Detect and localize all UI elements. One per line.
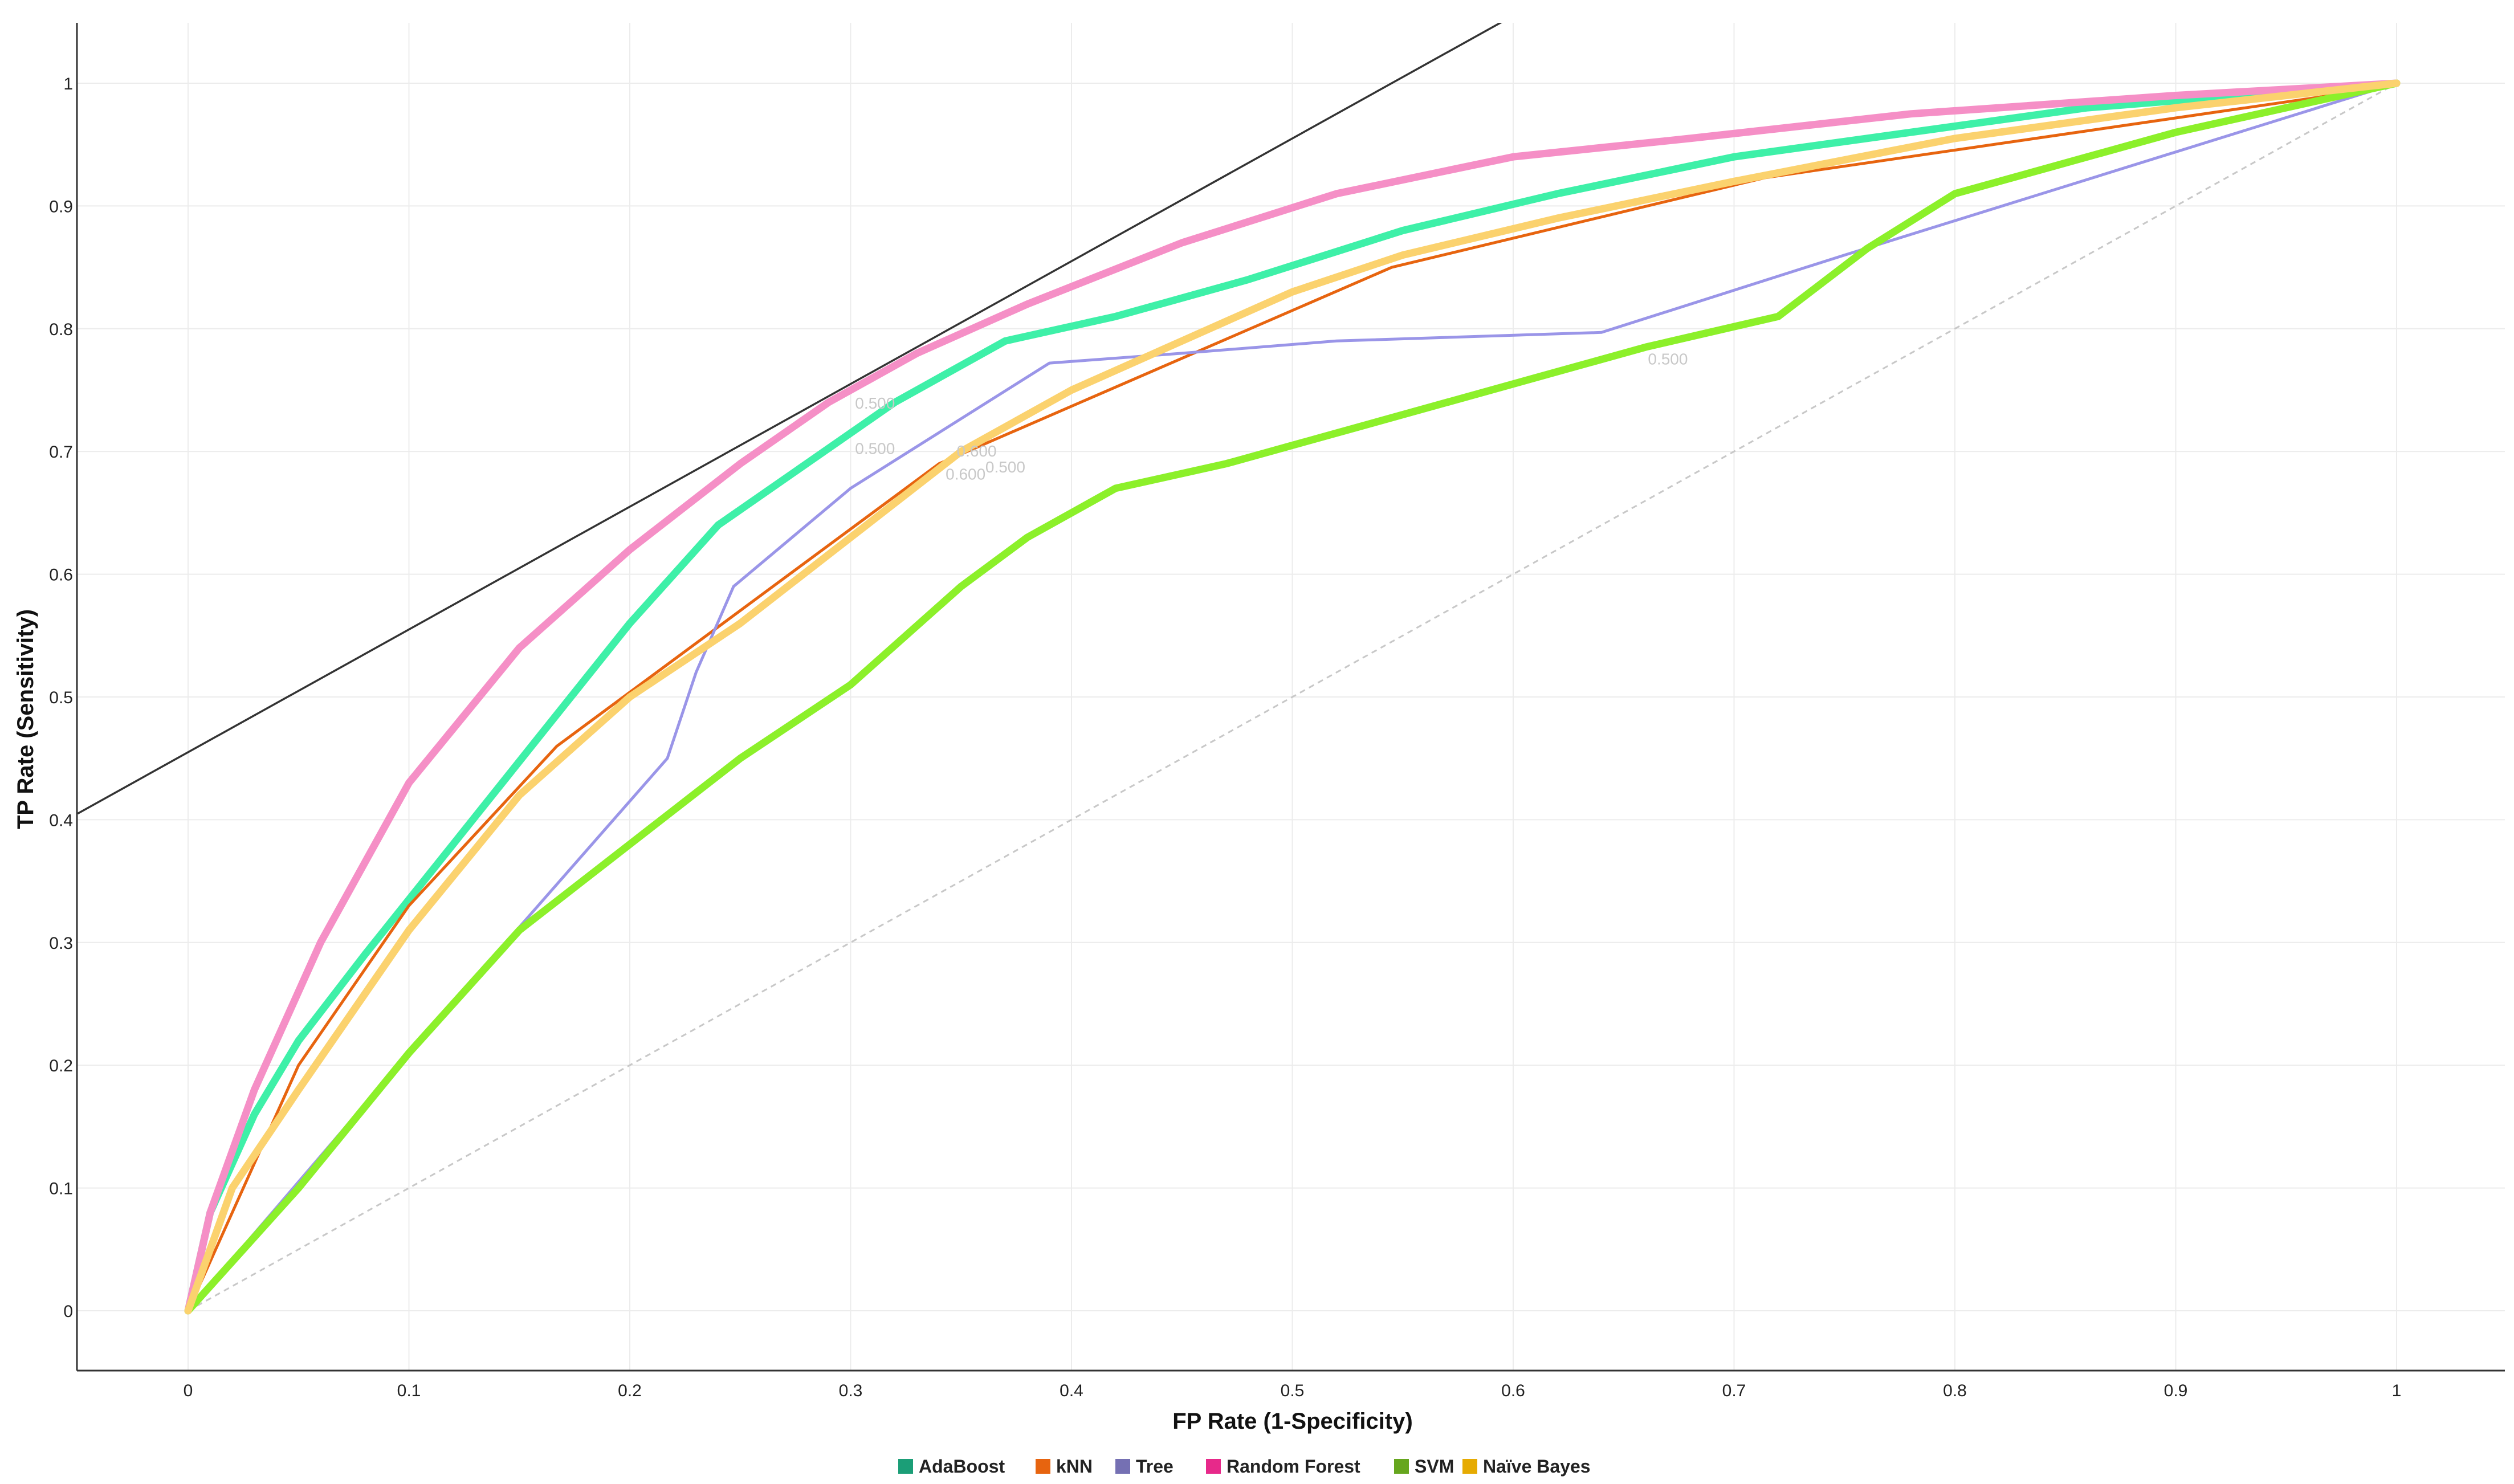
roc-curve-na-ve-bayes — [184, 79, 2401, 1315]
legend-swatch-knn — [1036, 1459, 1050, 1474]
x-tick-label-5: 0.5 — [1281, 1381, 1305, 1400]
legend-swatch-random-forest — [1206, 1459, 1221, 1474]
y-tick-label-4: 0.4 — [49, 811, 73, 830]
legend-label-random-forest: Random Forest — [1227, 1456, 1360, 1477]
x-tick-label-10: 1 — [2392, 1381, 2402, 1400]
y-axis-title: TP Rate (Sensitivity) — [13, 609, 38, 829]
roc-curve-adaboost — [184, 79, 2401, 1315]
threshold-label-0: 0.500 — [855, 394, 895, 412]
x-tick-label-8: 0.8 — [1943, 1381, 1967, 1400]
y-tick-label-0: 0 — [63, 1302, 73, 1321]
threshold-label-4: 0.500 — [985, 458, 1025, 476]
legend-swatch-na-ve-bayes — [1462, 1459, 1477, 1474]
x-tick-label-1: 0.1 — [397, 1381, 421, 1400]
iso-performance-line — [77, 23, 1503, 815]
x-tick-label-0: 0 — [184, 1381, 193, 1400]
x-tick-label-7: 0.7 — [1722, 1381, 1746, 1400]
legend-label-svm: SVM — [1415, 1456, 1454, 1477]
x-tick-label-9: 0.9 — [2164, 1381, 2188, 1400]
legend-swatch-tree — [1115, 1459, 1130, 1474]
diagonal-line — [188, 82, 2397, 1312]
legend-swatch-svm — [1394, 1459, 1409, 1474]
x-tick-label-2: 0.2 — [618, 1381, 642, 1400]
roc-curve-tree — [186, 81, 2398, 1312]
threshold-label-3: 0.600 — [946, 466, 985, 483]
y-tick-label-1: 0.1 — [49, 1180, 73, 1198]
threshold-label-2: 0.600 — [957, 442, 997, 460]
roc-curve-random-forest — [184, 79, 2401, 1315]
x-tick-label-6: 0.6 — [1501, 1381, 1525, 1400]
y-tick-label-8: 0.8 — [49, 320, 73, 339]
x-tick-label-3: 0.3 — [839, 1381, 863, 1400]
legend-label-adaboost: AdaBoost — [919, 1456, 1005, 1477]
legend-label-tree: Tree — [1136, 1456, 1174, 1477]
x-tick-label-4: 0.4 — [1060, 1381, 1083, 1400]
y-tick-label-6: 0.6 — [49, 566, 73, 585]
y-tick-label-9: 0.9 — [49, 197, 73, 216]
legend-label-na-ve-bayes: Naïve Bayes — [1483, 1456, 1591, 1477]
x-axis-title: FP Rate (1-Specificity) — [1172, 1409, 1413, 1434]
y-tick-label-2: 0.2 — [49, 1057, 73, 1075]
y-tick-label-10: 1 — [63, 75, 73, 93]
series-layer — [184, 79, 2401, 1315]
axes — [76, 23, 2505, 1372]
threshold-label-5: 0.500 — [1648, 350, 1688, 368]
threshold-label-1: 0.500 — [855, 440, 895, 458]
legend-swatch-adaboost — [898, 1459, 913, 1474]
reference-lines — [77, 23, 2397, 1312]
legend-label-knn: kNN — [1056, 1456, 1093, 1477]
y-tick-label-3: 0.3 — [49, 934, 73, 953]
tick-labels: 0 0.1 0.2 0.3 0.4 0.5 0.6 0.7 0.8 0.9 1 0 0.1 0.2 0.3 0… — [49, 75, 2401, 1400]
roc-curve-svm — [184, 79, 2401, 1315]
y-tick-label-5: 0.5 — [49, 688, 73, 707]
roc-curve-knn — [186, 81, 2398, 1312]
legend: AdaBoost kNN Tree Random Forest SVM Naïve Bay… — [898, 1456, 1591, 1477]
y-tick-label-7: 0.7 — [49, 443, 73, 462]
grid — [77, 23, 2505, 1371]
